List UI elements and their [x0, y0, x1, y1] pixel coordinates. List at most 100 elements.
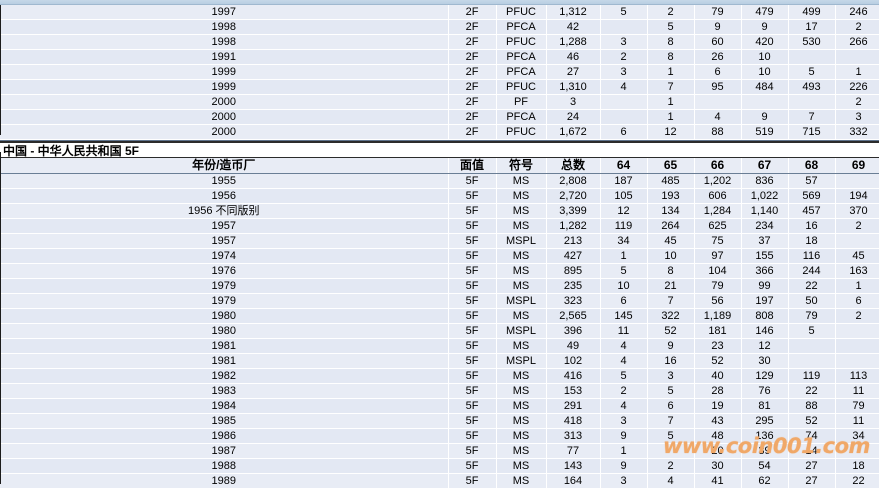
cell-grade-64: 4: [600, 398, 648, 414]
cell-grade-68: 244: [788, 263, 836, 279]
table-row[interactable]: 1974 5F MS 427 1 10 97 155 116 45: [0, 248, 879, 264]
cell-grade-68: [788, 49, 836, 65]
cell-grade-68: 18: [788, 233, 836, 249]
col-header-grade-67[interactable]: 67: [741, 158, 789, 174]
cell-denomination: 5F: [448, 323, 497, 339]
cell-year-mint: 1974: [0, 248, 449, 264]
cell-year-mint: 2000: [0, 94, 449, 110]
cell-grade-66: 9: [694, 19, 742, 35]
cell-grade-69: 2: [835, 308, 879, 324]
table-row[interactable]: 1981 5F MS 49 4 9 23 12: [0, 338, 879, 354]
cell-total: 427: [546, 248, 601, 264]
cell-grade-64: 9: [600, 458, 648, 474]
cell-grade-65: 1: [647, 94, 695, 110]
cell-grade-66: 75: [694, 233, 742, 249]
cell-grade-64: 6: [600, 124, 648, 140]
col-header-grade-66[interactable]: 66: [694, 158, 742, 174]
cell-grade-66: 97: [694, 248, 742, 264]
cell-total: 1,310: [546, 79, 601, 95]
col-header-grade-68[interactable]: 68: [788, 158, 836, 174]
col-header-symbol[interactable]: 符号: [496, 158, 547, 174]
table-row[interactable]: 1957 5F MS 1,282 119 264 625 234 16 2: [0, 218, 879, 234]
cell-denomination: 5F: [448, 338, 497, 354]
left-border-lower: [0, 152, 1, 484]
cell-grade-67: 10: [741, 64, 789, 80]
cell-year-mint: 1986: [0, 428, 449, 444]
table-row[interactable]: 1991 2F PFCA 46 2 8 26 10: [0, 49, 879, 65]
cell-grade-68: 88: [788, 398, 836, 414]
cell-grade-64: 9: [600, 428, 648, 444]
cell-grade-69: [835, 49, 879, 65]
table-row[interactable]: 1980 5F MS 2,565 145 322 1,189 808 79 2: [0, 308, 879, 324]
col-header-total[interactable]: 总数: [546, 158, 601, 174]
cell-grade-65: 5: [647, 383, 695, 399]
cell-symbol: PF: [496, 94, 547, 110]
cell-denomination: 5F: [448, 218, 497, 234]
cell-grade-67: 479: [741, 5, 789, 20]
cell-symbol: MS: [496, 443, 547, 459]
cell-denomination: 2F: [448, 94, 497, 110]
cell-grade-68: 22: [788, 278, 836, 294]
col-header-year-mint[interactable]: 年份/造币厂: [0, 158, 449, 174]
cell-grade-65: 3: [647, 368, 695, 384]
cell-grade-69: 1: [835, 278, 879, 294]
col-header-grade-69[interactable]: 69: [835, 158, 879, 174]
cell-denomination: 2F: [448, 19, 497, 35]
cell-grade-68: 50: [788, 293, 836, 309]
cell-denomination: 5F: [448, 353, 497, 369]
table-row[interactable]: 1956 5F MS 2,720 105 193 606 1,022 569 194: [0, 188, 879, 204]
cell-grade-65: 8: [647, 34, 695, 50]
cell-grade-64: 5: [600, 368, 648, 384]
cell-total: 77: [546, 443, 601, 459]
cell-denomination: 5F: [448, 263, 497, 279]
cell-grade-68: 499: [788, 5, 836, 20]
table-row[interactable]: 1980 5F MSPL 396 11 52 181 146 5: [0, 323, 879, 339]
table-row[interactable]: 2000 2F PFCA 24 1 4 9 7 3: [0, 109, 879, 125]
cell-grade-64: 10: [600, 278, 648, 294]
cell-total: 323: [546, 293, 601, 309]
table-row[interactable]: 1997 2F PFUC 1,312 5 2 79 479 499 246: [0, 5, 879, 20]
cell-grade-69: 79: [835, 398, 879, 414]
table-row[interactable]: 1981 5F MSPL 102 4 16 52 30: [0, 353, 879, 369]
table-row[interactable]: 1988 5F MS 143 9 2 30 54 27 18: [0, 458, 879, 474]
cell-total: 143: [546, 458, 601, 474]
table-row[interactable]: 1986 5F MS 313 9 5 48 136 74 34: [0, 428, 879, 444]
cell-grade-68: [788, 353, 836, 369]
cell-grade-65: 7: [647, 293, 695, 309]
table-row[interactable]: 1989 5F MS 164 3 4 41 62 27 22: [0, 473, 879, 489]
table-row[interactable]: 1955 5F MS 2,808 187 485 1,202 836 57: [0, 173, 879, 189]
table-row[interactable]: 1979 5F MSPL 323 6 7 56 197 50 6: [0, 293, 879, 309]
cell-grade-67: 1,140: [741, 203, 789, 219]
table-row[interactable]: 1979 5F MS 235 10 21 79 99 22 1: [0, 278, 879, 294]
table-row[interactable]: 1985 5F MS 418 3 7 43 295 52 11: [0, 413, 879, 429]
table-row[interactable]: 1976 5F MS 895 5 8 104 366 244 163: [0, 263, 879, 279]
table-row[interactable]: 1982 5F MS 416 5 3 40 129 119 113: [0, 368, 879, 384]
cell-grade-67: 9: [741, 19, 789, 35]
table-row[interactable]: 1999 2F PFCA 27 3 1 6 10 5 1: [0, 64, 879, 80]
cell-symbol: MS: [496, 173, 547, 189]
cell-total: 1,672: [546, 124, 601, 140]
cell-grade-68: 569: [788, 188, 836, 204]
cell-grade-69: 2: [835, 19, 879, 35]
cell-grade-69: 226: [835, 79, 879, 95]
col-header-denomination[interactable]: 面值: [448, 158, 497, 174]
table-row[interactable]: 1998 2F PFCA 42 5 9 9 17 2: [0, 19, 879, 35]
table-row[interactable]: 1956 不同版别 5F MS 3,399 12 134 1,284 1,140 457 370: [0, 203, 879, 219]
table-row[interactable]: 2000 2F PF 3 1 2: [0, 94, 879, 110]
col-header-grade-65[interactable]: 65: [647, 158, 695, 174]
cell-grade-65: 485: [647, 173, 695, 189]
table-row[interactable]: 1983 5F MS 153 2 5 28 76 22 11: [0, 383, 879, 399]
table-row[interactable]: 1987 5F MS 77 1 20 39 14: [0, 443, 879, 459]
col-header-grade-64[interactable]: 64: [600, 158, 648, 174]
table-row[interactable]: 1984 5F MS 291 4 6 19 81 88 79: [0, 398, 879, 414]
cell-symbol: MS: [496, 188, 547, 204]
table-row[interactable]: 1957 5F MSPL 213 34 45 75 37 18: [0, 233, 879, 249]
cell-grade-66: 88: [694, 124, 742, 140]
cell-grade-68: 27: [788, 458, 836, 474]
table-row[interactable]: 2000 2F PFUC 1,672 6 12 88 519 715 332: [0, 124, 879, 140]
cell-symbol: PFUC: [496, 34, 547, 50]
cell-denomination: 5F: [448, 368, 497, 384]
cell-grade-67: 366: [741, 263, 789, 279]
